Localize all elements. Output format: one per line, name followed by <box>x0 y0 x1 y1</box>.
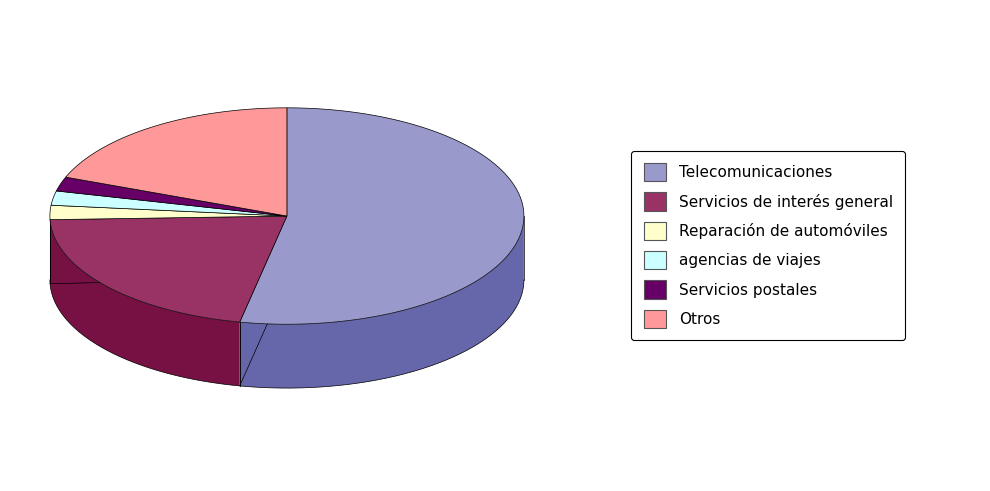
Polygon shape <box>240 108 524 324</box>
Polygon shape <box>50 216 287 322</box>
Polygon shape <box>240 217 524 388</box>
Polygon shape <box>50 205 287 219</box>
Polygon shape <box>65 108 287 216</box>
Polygon shape <box>50 219 240 386</box>
Polygon shape <box>51 191 287 216</box>
Legend: Telecomunicaciones, Servicios de interés general, Reparación de automóviles, age: Telecomunicaciones, Servicios de interés… <box>632 151 905 340</box>
Polygon shape <box>56 177 287 216</box>
